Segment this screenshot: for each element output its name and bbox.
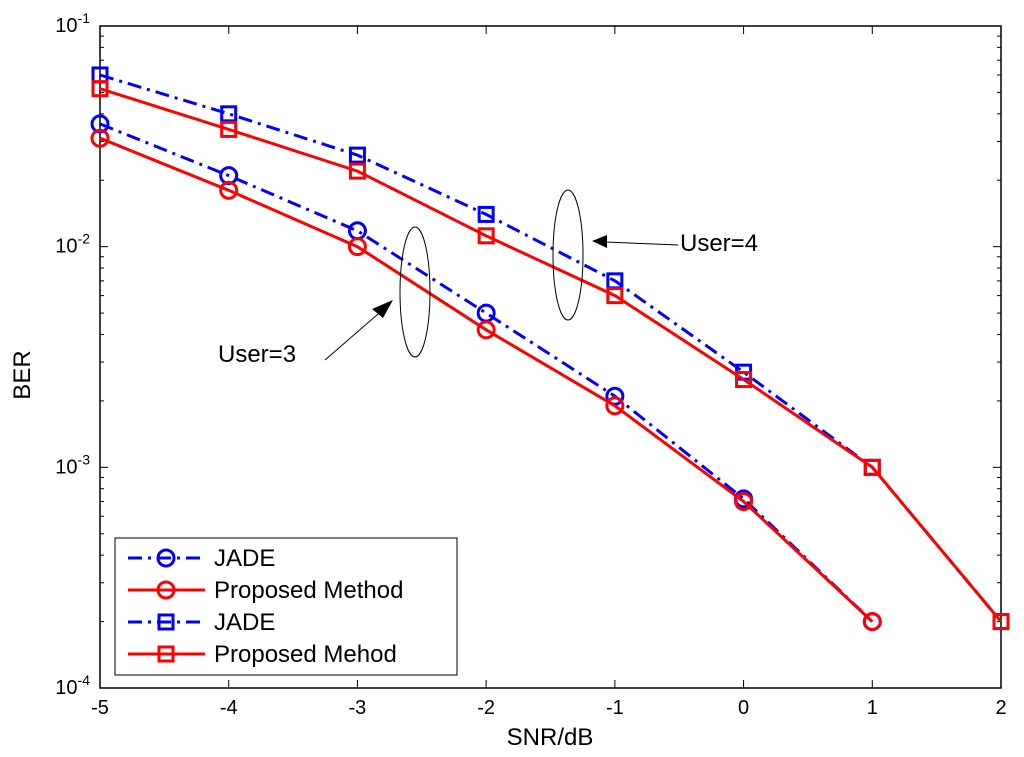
data-point	[476, 320, 496, 340]
user3-annotation: User=3	[218, 341, 296, 368]
series-line	[99, 122, 874, 623]
data-point	[477, 227, 495, 245]
x-tick-label: -1	[606, 697, 624, 719]
data-point	[348, 162, 366, 180]
x-tick-label: 0	[738, 697, 749, 719]
legend-label: Proposed Method	[214, 577, 403, 604]
user4-annotation: User=4	[680, 230, 758, 257]
data-point	[348, 146, 366, 164]
y-axis-label: BER	[9, 350, 36, 399]
data-point	[90, 128, 110, 148]
x-tick-label: -2	[477, 697, 495, 719]
series-line	[99, 87, 1003, 623]
x-axis-label: SNR/dB	[507, 724, 594, 751]
user4-arrow-head	[592, 235, 607, 248]
data-point	[605, 396, 625, 416]
y-tick-label: 10-2	[55, 231, 90, 258]
data-point	[219, 180, 239, 200]
data-point	[735, 371, 753, 389]
user4-ellipse	[552, 189, 584, 321]
data-point	[992, 613, 1010, 631]
legend-label: JADE	[214, 609, 275, 636]
legend-swatch-marker	[156, 548, 176, 568]
series-line	[99, 136, 874, 623]
data-point	[863, 458, 881, 476]
legend-swatch-marker	[157, 613, 175, 631]
data-point	[90, 114, 110, 134]
series-3	[91, 80, 1010, 631]
x-tick-label: -4	[220, 697, 238, 719]
user3-ellipse	[399, 226, 431, 358]
legend-entry-2: JADE	[128, 609, 275, 636]
data-point	[220, 120, 238, 138]
legend-label: Proposed Mehod	[214, 641, 397, 668]
y-tick-label: 10-4	[55, 672, 90, 699]
data-point	[606, 287, 624, 305]
x-tick-label: -3	[349, 697, 367, 719]
legend-entry-1: Proposed Method	[128, 577, 403, 604]
legend-entry-0: JADE	[128, 545, 275, 572]
user4-arrow-line	[604, 241, 679, 246]
data-point	[862, 612, 882, 632]
data-point	[734, 492, 754, 512]
legend-swatch-marker	[157, 645, 175, 663]
data-point	[477, 205, 495, 223]
legend-label: JADE	[214, 545, 275, 572]
x-tick-label: 1	[867, 697, 878, 719]
x-tick-label: 2	[995, 697, 1006, 719]
legend-swatch-marker	[156, 580, 176, 600]
x-tick-label: -5	[91, 697, 109, 719]
data-point	[347, 237, 367, 257]
y-tick-label: 10-3	[55, 451, 90, 478]
user3-arrow-line	[324, 307, 386, 361]
data-point	[220, 105, 238, 123]
data-point	[91, 80, 109, 98]
user3-arrow-head	[372, 300, 393, 318]
legend-entry-3: Proposed Mehod	[128, 641, 397, 668]
y-tick-label: 10-1	[55, 10, 90, 37]
series-1	[90, 128, 882, 632]
